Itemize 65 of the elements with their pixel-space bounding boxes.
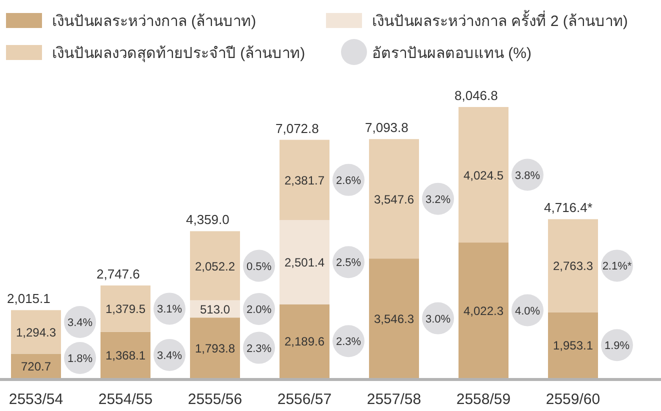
bar [280, 220, 330, 304]
bar [11, 310, 61, 354]
legend-label: เงินปันผลงวดสุดท้ายประจำปี (ล้านบาท) [52, 45, 306, 63]
data-label: 1,953.1 [552, 338, 594, 353]
bar [548, 219, 598, 312]
total-label: 2,747.6 [96, 266, 140, 282]
data-label: 1,368.1 [105, 348, 146, 362]
total-label: 8,046.8 [454, 88, 498, 103]
total-label: 2,015.1 [7, 291, 50, 306]
bar [369, 139, 419, 259]
data-label: 1,793.8 [194, 341, 236, 356]
annotation: 2.6% [336, 174, 362, 187]
data-label: 720.7 [20, 359, 52, 374]
x-tick-label: 2556/57 [277, 391, 332, 408]
annotation: 3.8% [514, 170, 540, 182]
bar [100, 285, 150, 332]
data-label: 2,189.6 [284, 334, 325, 349]
x-tick-label: 2558/59 [456, 391, 511, 408]
annotation: 2.1%* [602, 260, 632, 273]
bar [100, 332, 150, 378]
x-tick-label: 2559/60 [546, 391, 600, 408]
data-label: 1,294.3 [16, 325, 56, 340]
data-label: 2,381.7 [284, 173, 325, 188]
data-label: 4,022.3 [463, 304, 504, 318]
bar [280, 304, 330, 378]
annotation: 3.2% [425, 194, 451, 206]
total-label: 7,093.8 [365, 120, 408, 136]
annotation: 1.9% [604, 340, 630, 352]
bar [369, 258, 419, 378]
x-tick-label: 2553/54 [8, 391, 64, 408]
x-tick-label: 2555/56 [188, 391, 242, 408]
x-tick-label: 2557/58 [366, 391, 422, 408]
data-label: 2,052.2 [194, 259, 236, 274]
annotation: 2.3% [336, 336, 362, 348]
total-label: 4,716.4* [544, 200, 592, 216]
data-label: 3,546.3 [374, 312, 414, 326]
data-label: 2,763.3 [552, 259, 594, 274]
bar [458, 242, 508, 378]
annotation: 3.1% [156, 304, 182, 316]
annotation: 3.0% [425, 313, 451, 326]
data-label: 2,501.4 [284, 256, 325, 270]
bar [11, 354, 61, 378]
total-label: 4,359.0 [186, 212, 230, 228]
bar [280, 140, 330, 220]
annotation: 3.4% [156, 350, 182, 362]
annotation: 4.0% [514, 305, 540, 318]
bar [458, 107, 508, 243]
annotation: 3.4% [67, 317, 93, 329]
legend-label: อัตราปันผลตอบแทน (%) [372, 45, 532, 62]
annotation: 2.5% [336, 257, 362, 270]
bar [190, 318, 240, 378]
annotation: 0.5% [246, 260, 272, 273]
bar [548, 312, 598, 378]
bar [190, 231, 240, 300]
annotation: 2.3% [246, 342, 272, 355]
legend-label: เงินปันผลระหว่างกาล ครั้งที่ 2 (ล้านบาท) [372, 10, 628, 30]
total-label: 7,072.8 [276, 120, 319, 136]
data-label: 1,379.5 [105, 302, 146, 316]
data-label: 4,024.5 [463, 168, 504, 182]
data-label: 3,547.6 [374, 192, 414, 206]
legend-label: เงินปันผลระหว่างกาล (ล้านบาท) [52, 13, 256, 30]
annotation: 1.8% [67, 353, 93, 365]
x-tick-label: 2554/55 [98, 391, 153, 408]
annotation: 2.0% [246, 304, 272, 316]
data-label: 513.0 [200, 302, 230, 316]
